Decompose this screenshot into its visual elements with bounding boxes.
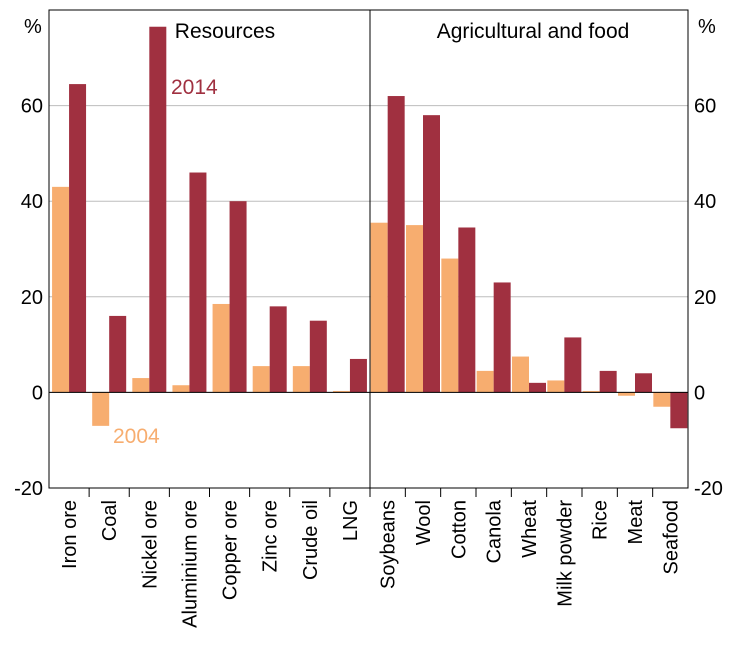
y-tick-label-right: -20 [694, 478, 723, 500]
bar-2004 [52, 186, 70, 393]
category-label: Nickel ore [139, 500, 161, 589]
bar-2004 [512, 356, 529, 393]
bar-2014 [529, 382, 546, 393]
category-label: Rice [590, 500, 612, 540]
bar-2004 [547, 380, 565, 393]
category-label: Aluminium ore [179, 500, 201, 628]
bar-2014 [599, 370, 617, 393]
category-label: Coal [99, 500, 121, 541]
y-tick-label-left: 0 [32, 382, 43, 404]
bar-2014 [493, 282, 511, 393]
y-tick-label-left: -20 [14, 478, 43, 500]
bar-2004 [332, 390, 350, 393]
category-label: Wheat [519, 500, 541, 558]
bar-2004 [292, 366, 310, 393]
plot-border [48, 9, 689, 489]
category-label: Meat [625, 500, 647, 545]
bars [52, 26, 688, 429]
bar-2004 [618, 392, 635, 396]
bar-2014 [387, 96, 405, 393]
y-tick-label-left: 20 [21, 287, 43, 309]
y-tick-label-right: 60 [694, 96, 716, 118]
panel-title: Agricultural and food [437, 20, 630, 43]
bar-2014 [109, 315, 127, 393]
category-label: Iron ore [59, 500, 81, 569]
bar-2014 [564, 337, 582, 393]
category-label: Cotton [448, 500, 470, 559]
bar-2004 [172, 385, 190, 393]
series-label-2004: 2004 [113, 425, 160, 448]
y-tick-label-right: 20 [694, 287, 716, 309]
category-label: Soybeans [378, 500, 400, 589]
bar-2014 [69, 84, 87, 393]
bar-2004 [406, 225, 423, 393]
y-tick-label-left: 60 [21, 96, 43, 118]
category-label: Crude oil [300, 500, 322, 580]
bar-2004 [653, 392, 671, 407]
bar-2014 [229, 201, 247, 393]
bar-2014 [269, 306, 287, 393]
y-unit-label-left: % [24, 16, 42, 38]
bar-2014 [309, 320, 327, 393]
y-tick-label-left: 40 [21, 191, 43, 213]
bar-2014 [635, 373, 652, 393]
panel-title: Resources [175, 20, 275, 43]
bar-2004 [441, 258, 459, 393]
bar-2004 [212, 303, 230, 393]
category-label: Zinc ore [260, 500, 282, 572]
bar-2014 [423, 115, 440, 393]
bar-2014 [349, 358, 367, 393]
category-label: Canola [484, 499, 506, 563]
category-label: Milk powder [554, 500, 576, 607]
y-unit-label-right: % [698, 16, 716, 38]
bar-2004 [582, 390, 600, 393]
bar-2014 [149, 26, 167, 393]
bar-2004 [132, 378, 150, 393]
category-label: LNG [340, 500, 362, 541]
y-tick-label-right: 0 [694, 382, 705, 404]
y-tick-label-right: 40 [694, 191, 716, 213]
bar-2014 [670, 392, 688, 429]
gridlines [49, 105, 688, 393]
series-label-2014: 2014 [171, 76, 218, 99]
bar-2004 [92, 392, 110, 426]
bar-2004 [370, 222, 388, 393]
category-label: Seafood [660, 500, 682, 575]
labels: -20 -20 0 0 20 20 40 40 60 60% % Iron ore Coal Nickel… [14, 16, 723, 628]
category-label: Wool [413, 500, 435, 545]
bar-2014 [458, 227, 476, 393]
bar-2004 [476, 370, 494, 393]
category-label: Copper ore [220, 500, 242, 600]
bar-2004 [252, 366, 270, 393]
bar-2014 [189, 172, 207, 393]
plot-frame [48, 9, 689, 497]
